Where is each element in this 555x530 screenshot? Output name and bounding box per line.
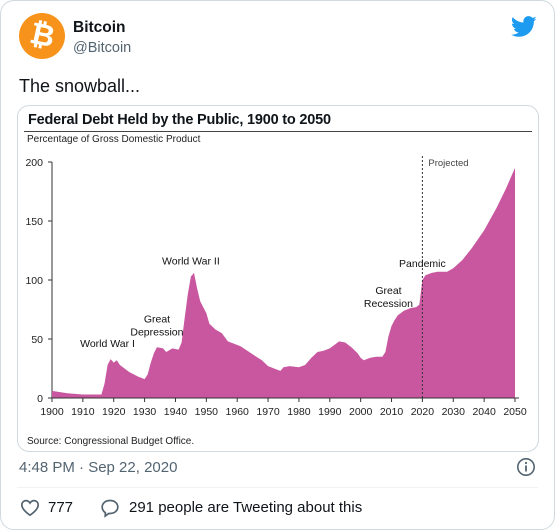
x-tick-label: 1910 [71,406,95,418]
chart-annotation: Recession [364,298,413,310]
chart-annotation: Great [375,285,401,297]
x-tick-label: 1970 [256,406,280,418]
chart-source: Source: Congressional Budget Office. [27,436,195,447]
x-tick-label: 1920 [102,406,126,418]
x-tick-label: 2000 [349,406,373,418]
tweeting-about-link[interactable]: 291 people are Tweeting about this [129,499,363,516]
x-tick-label: 2030 [442,406,466,418]
heart-icon[interactable] [20,498,40,518]
like-count[interactable]: 777 [48,499,74,516]
x-tick-label: 2020 [411,406,435,418]
y-tick-label: 200 [25,157,43,169]
info-icon[interactable] [516,457,536,477]
chart-annotation: Great [144,313,170,325]
x-tick-label: 1990 [318,406,342,418]
chart-annotation: World War II [162,256,220,268]
chart-annotation: World War I [80,338,135,350]
x-tick-label: 2050 [503,406,527,418]
author-handle[interactable]: @Bitcoin [73,40,132,56]
debt-area-chart: 0 50 100 150 200 1900 1910 1920 1930 1940 1950 1960… [25,156,527,418]
x-tick-label: 2010 [380,406,404,418]
tweet-divider [17,487,538,488]
chart-title-rule [24,131,532,132]
y-tick-label: 100 [25,275,43,287]
x-tick-label: 1940 [164,406,188,418]
twitter-bird-icon[interactable] [511,16,537,38]
reply-bubble-icon[interactable] [100,498,120,518]
y-tick-label: 50 [31,334,43,346]
x-tick-label: 1950 [195,406,219,418]
bitcoin-logo-icon: ₿ [26,15,58,56]
x-tick-label: 2040 [472,406,496,418]
tweet-media-chart[interactable]: Federal Debt Held by the Public, 1900 to… [17,105,539,452]
chart-annotation: Depression [130,326,183,338]
tweet-timestamp[interactable]: 4:48 PM · Sep 22, 2020 [19,459,178,476]
chart-title: Federal Debt Held by the Public, 1900 to… [28,112,331,128]
debt-area-series [52,167,515,398]
chart-annotation: Pandemic [399,258,446,270]
y-tick-label: 0 [37,393,43,405]
author-name[interactable]: Bitcoin [73,19,126,36]
avatar[interactable]: ₿ [19,13,65,59]
x-tick-label: 1930 [133,406,157,418]
tweet-text: The snowball... [19,76,141,96]
x-tick-label: 1960 [226,406,250,418]
projected-label: Projected [428,158,468,169]
chart-ylabel: Percentage of Gross Domestic Product [27,134,201,145]
x-tick-label: 1980 [287,406,311,418]
x-tick-label: 1900 [40,406,64,418]
y-tick-label: 150 [25,216,43,228]
